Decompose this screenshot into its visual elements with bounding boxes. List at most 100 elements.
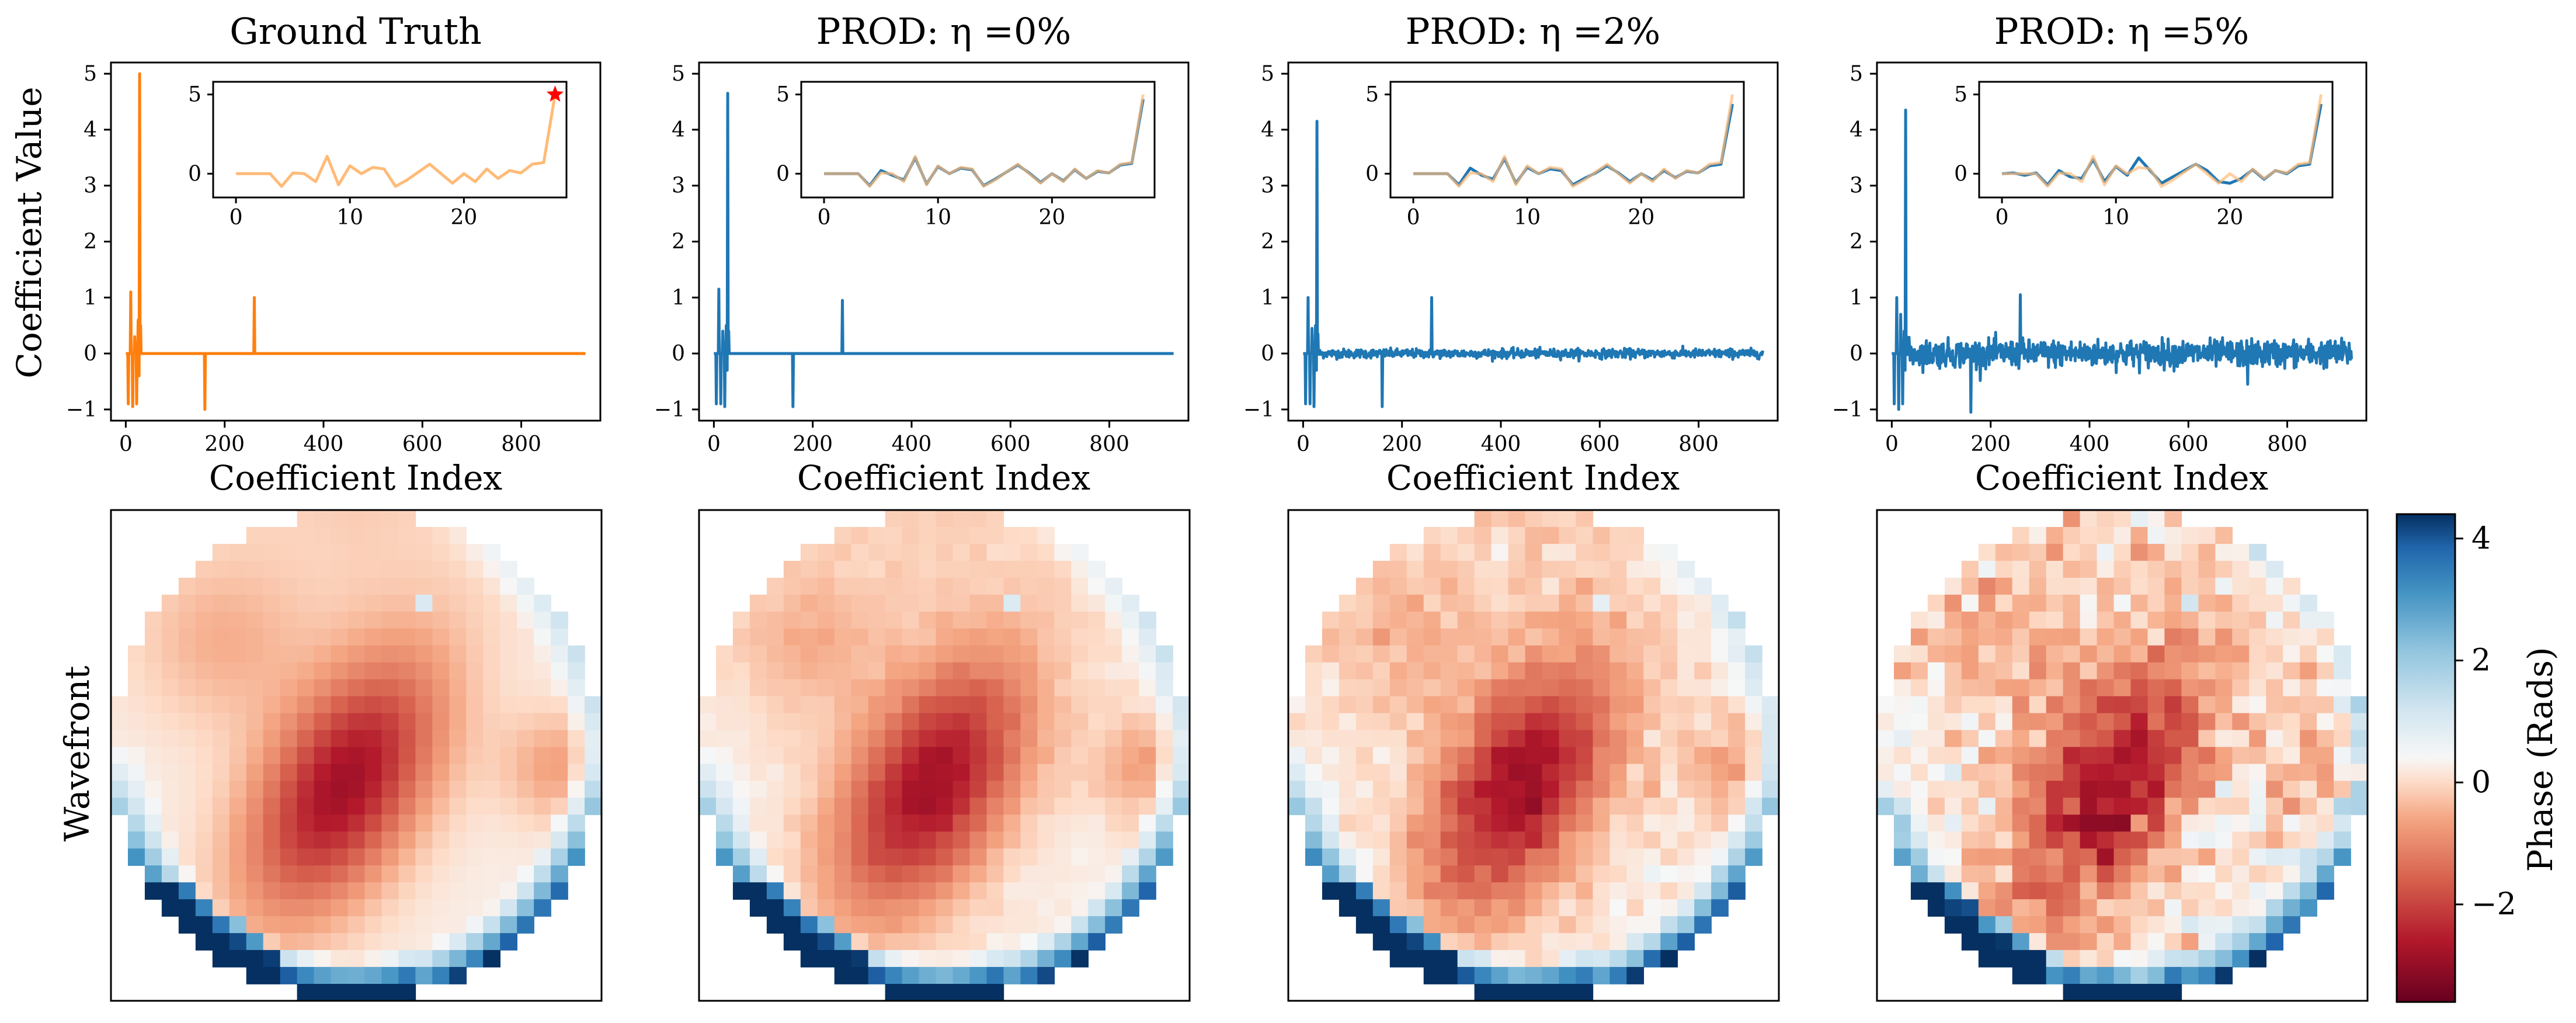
heatmap-cell xyxy=(2147,984,2165,1001)
heatmap-cell xyxy=(1593,594,1611,612)
heatmap-cell xyxy=(1122,747,1139,765)
heatmap-cell xyxy=(2147,628,2165,646)
heatmap-cell xyxy=(161,713,179,731)
heatmap-cell xyxy=(178,916,196,934)
heatmap-cell xyxy=(2130,764,2149,782)
heatmap-cell xyxy=(1003,950,1021,967)
heatmap-cell xyxy=(280,899,298,917)
heatmap-cell xyxy=(161,611,179,629)
heatmap-cell xyxy=(1389,679,1407,697)
heatmap-cell xyxy=(568,831,585,849)
heatmap-cell xyxy=(1978,781,1996,799)
heatmap-cell xyxy=(936,510,954,528)
heatmap-cell xyxy=(936,848,954,866)
heatmap-cell xyxy=(1508,984,1526,1001)
heatmap-cell xyxy=(2215,730,2233,748)
heatmap-cell xyxy=(952,747,971,765)
heatmap-cell xyxy=(783,730,801,748)
heatmap-cell xyxy=(2029,916,2047,934)
heatmap-cell xyxy=(851,781,869,799)
heatmap-cell xyxy=(1576,696,1594,714)
heatmap-cell xyxy=(2012,848,2030,866)
heatmap-cell xyxy=(1122,764,1139,782)
heatmap-cell xyxy=(1559,882,1577,900)
heatmap-cell xyxy=(331,781,349,799)
heatmap-cell xyxy=(1173,797,1190,816)
heatmap-cell xyxy=(1474,510,1492,528)
heatmap-cell xyxy=(381,899,399,917)
heatmap-cell xyxy=(2012,526,2030,545)
heatmap-cell xyxy=(314,747,332,765)
heatmap-cell xyxy=(297,814,315,833)
heatmap-cell xyxy=(1020,628,1038,646)
heatmap-cell xyxy=(2266,628,2283,646)
heatmap-cell xyxy=(297,933,315,951)
heatmap-cell xyxy=(195,679,213,697)
heatmap-cell xyxy=(2181,933,2199,951)
heatmap-cell xyxy=(800,679,818,697)
heatmap-cell xyxy=(398,747,416,765)
heatmap-cell xyxy=(263,611,281,629)
heatmap-cell xyxy=(195,916,213,934)
heatmap-cell xyxy=(364,933,383,951)
heatmap-cell xyxy=(2215,747,2233,765)
heatmap-cell xyxy=(568,797,585,816)
heatmap-cell xyxy=(2113,645,2132,663)
heatmap-cell xyxy=(1762,781,1779,799)
y-tick-label: 4 xyxy=(1261,118,1274,142)
heatmap-cell xyxy=(1474,967,1492,984)
heatmap-cell xyxy=(2097,984,2115,1001)
heatmap-cell xyxy=(1122,882,1139,900)
heatmap-cell xyxy=(1457,696,1475,714)
heatmap-cell xyxy=(1877,747,1894,765)
heatmap-cell xyxy=(314,950,332,967)
heatmap-cell xyxy=(381,577,399,595)
heatmap-cell xyxy=(364,526,383,545)
heatmap-cell xyxy=(364,781,383,799)
heatmap-cell xyxy=(534,730,551,748)
heatmap-cell xyxy=(1020,950,1038,967)
heatmap-cell xyxy=(1003,611,1021,629)
heatmap-cell xyxy=(1995,797,2013,816)
heatmap-cell xyxy=(415,713,433,731)
heatmap-cell xyxy=(381,797,399,816)
heatmap-cell xyxy=(347,950,366,967)
heatmap-cell xyxy=(415,882,433,900)
heatmap-cell xyxy=(2130,628,2149,646)
heatmap-cell xyxy=(1322,882,1340,900)
heatmap-cell xyxy=(2097,560,2115,578)
heatmap-cell xyxy=(1406,611,1424,629)
heatmap-cell xyxy=(1677,781,1695,799)
heatmap-cell xyxy=(127,662,145,680)
inset-series-line xyxy=(1413,94,1734,188)
y-tick-label: 1 xyxy=(1261,286,1274,310)
heatmap-cell xyxy=(2097,662,2115,680)
heatmap-cell xyxy=(2063,560,2081,578)
heatmap-cell xyxy=(2130,594,2149,612)
heatmap-cell xyxy=(1457,747,1475,765)
heatmap-cell xyxy=(986,848,1004,866)
heatmap-cell xyxy=(280,560,298,578)
heatmap-cell xyxy=(2012,662,2030,680)
heatmap-cell xyxy=(919,510,937,528)
heatmap-cell xyxy=(1037,577,1055,595)
heatmap-cell xyxy=(1694,696,1712,714)
heatmap-cell xyxy=(1609,696,1628,714)
heatmap-cell xyxy=(1406,645,1424,663)
heatmap-cell xyxy=(2046,577,2064,595)
heatmap-cell xyxy=(127,831,145,849)
heatmap-cell xyxy=(2113,577,2132,595)
heatmap-cell xyxy=(1694,577,1712,595)
heatmap-cell xyxy=(766,916,784,934)
heatmap-cell xyxy=(432,645,450,663)
heatmap-cell xyxy=(1525,848,1543,866)
heatmap-cell xyxy=(1372,730,1390,748)
heatmap-cell xyxy=(851,967,869,984)
heatmap-cell xyxy=(1542,933,1560,951)
heatmap-cell xyxy=(1491,662,1509,680)
heatmap-cell xyxy=(1020,848,1038,866)
heatmap-cell xyxy=(2266,848,2283,866)
heatmap-cell xyxy=(195,611,213,629)
heatmap-cell xyxy=(466,814,484,833)
heatmap-cell xyxy=(1003,543,1021,561)
